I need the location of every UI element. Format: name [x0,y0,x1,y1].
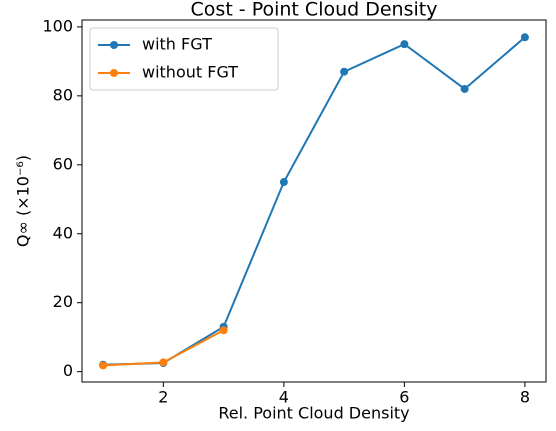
y-tick-label: 80 [53,85,73,104]
legend-label: without FGT [142,63,238,82]
plot-frame [81,19,547,383]
data-point [99,361,108,370]
chart-title: Cost - Point Cloud Density [191,0,438,21]
x-tick-label: 2 [158,388,168,407]
data-point [279,178,288,187]
y-axis-label: Q∞ (×10⁻⁶) [14,155,33,247]
y-tick-label: 40 [53,223,73,242]
x-axis-label: Rel. Point Cloud Density [218,404,409,423]
x-tick-label: 4 [279,388,289,407]
data-point [219,326,228,335]
legend-marker [110,69,118,77]
y-tick-label: 100 [42,16,73,35]
legend-marker [110,41,118,49]
data-point [460,84,469,93]
data-point [400,40,409,49]
data-point [520,33,529,42]
legend-box [89,27,279,91]
y-tick-label: 0 [63,361,73,380]
x-tick-label: 6 [399,388,409,407]
data-point [159,358,168,367]
x-tick-label: 8 [520,388,530,407]
y-tick-label: 60 [53,154,73,173]
y-tick-label: 20 [53,292,73,311]
data-point [340,67,349,76]
legend-label: with FGT [142,35,212,54]
